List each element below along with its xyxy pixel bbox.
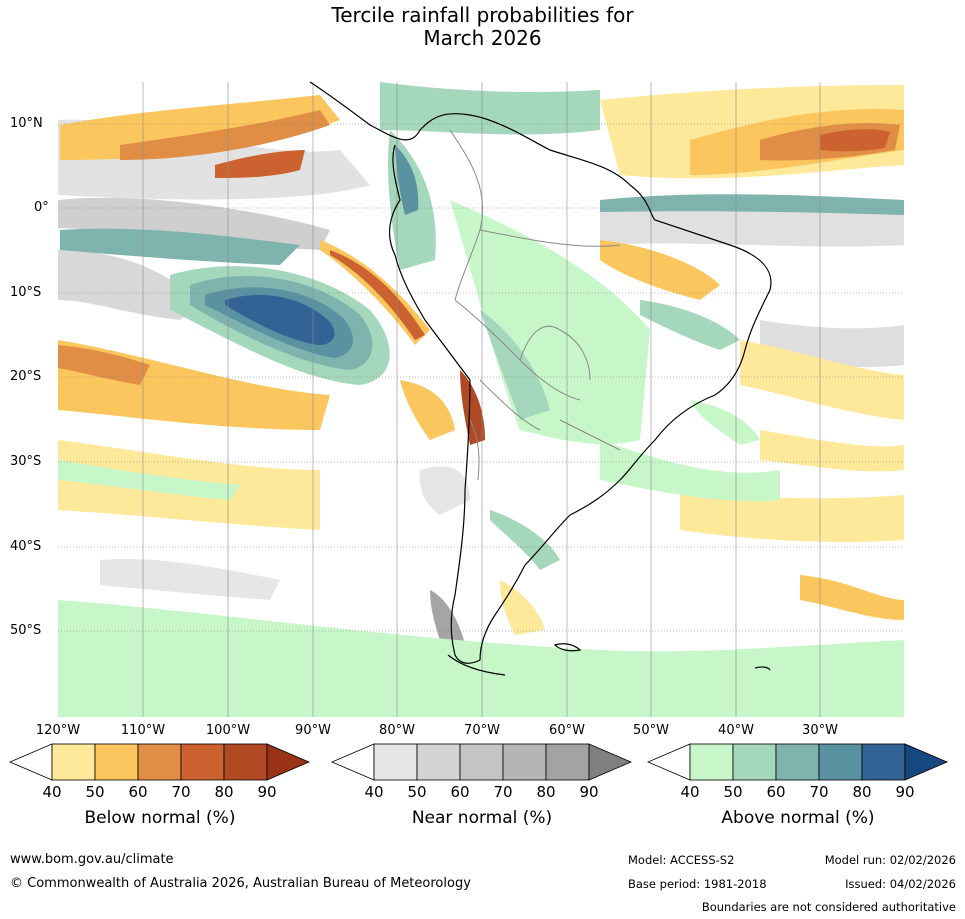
- disclaimer-text: Boundaries are not considered authoritat…: [701, 900, 956, 914]
- website-text: www.bom.gov.au/climate: [10, 852, 174, 867]
- model-text: Model: ACCESS-S2: [628, 853, 735, 867]
- lon-label: 40°W: [718, 723, 754, 738]
- colorbar-swatch: [459, 743, 504, 781]
- tick-label: 80: [214, 783, 234, 801]
- colorbar-swatches: [330, 743, 633, 781]
- colorbar-swatch: [545, 743, 590, 781]
- tick-label: 60: [128, 783, 148, 801]
- lat-label: 10°S: [10, 285, 42, 300]
- map-title: Tercile rainfall probabilities for March…: [0, 4, 965, 50]
- colorbar-title-near: Near normal (%): [411, 808, 553, 828]
- lat-label: 50°S: [10, 623, 42, 638]
- colorbar-near: [330, 743, 633, 781]
- colorbar-swatches: [8, 743, 311, 781]
- lon-label: 120°W: [35, 723, 81, 738]
- colorbar-title-below: Below normal (%): [84, 808, 236, 828]
- tick-label: 60: [766, 783, 786, 801]
- tick-label: 70: [493, 783, 513, 801]
- colorbar-min-triangle: [646, 743, 691, 781]
- tick-label: 40: [680, 783, 700, 801]
- colorbar-min-triangle: [330, 743, 375, 781]
- tick-label: 90: [895, 783, 915, 801]
- colorbar-swatch: [502, 743, 547, 781]
- probability-field: [58, 82, 904, 717]
- lat-label: 0°: [34, 200, 49, 215]
- colorbar-swatch: [51, 743, 96, 781]
- tick-label: 70: [809, 783, 829, 801]
- lon-label: 30°W: [802, 723, 838, 738]
- lon-label: 60°W: [549, 723, 585, 738]
- base-period-text: Base period: 1981-2018: [628, 877, 767, 891]
- lon-label: 90°W: [295, 723, 331, 738]
- colorbar-max-triangle: [904, 743, 949, 781]
- colorbar-swatch: [818, 743, 863, 781]
- lat-label: 10°N: [10, 116, 43, 131]
- tick-label: 90: [257, 783, 277, 801]
- tick-label: 50: [723, 783, 743, 801]
- tick-label: 70: [171, 783, 191, 801]
- tick-label: 50: [407, 783, 427, 801]
- tick-label: 60: [450, 783, 470, 801]
- graticule-meridians: [142, 82, 821, 717]
- colorbar-min-triangle: [8, 743, 53, 781]
- colorbar-swatch: [689, 743, 734, 781]
- tick-label: 90: [579, 783, 599, 801]
- tick-label: 80: [536, 783, 556, 801]
- title-line-2: March 2026: [423, 26, 542, 50]
- tick-label: 50: [85, 783, 105, 801]
- tick-label: 80: [852, 783, 872, 801]
- lon-label: 110°W: [120, 723, 166, 738]
- colorbar-below: [8, 743, 311, 781]
- colorbar-max-triangle: [266, 743, 311, 781]
- lon-label: 70°W: [464, 723, 500, 738]
- colorbar-swatch: [223, 743, 268, 781]
- colorbar-swatch: [137, 743, 182, 781]
- colorbar-above: [646, 743, 949, 781]
- tick-label: 40: [42, 783, 62, 801]
- issued-text: Issued: 04/02/2026: [845, 877, 956, 891]
- colorbar-title-above: Above normal (%): [721, 808, 875, 828]
- lon-label: 100°W: [205, 723, 251, 738]
- tick-label: 40: [364, 783, 384, 801]
- lon-label: 50°W: [633, 723, 669, 738]
- colorbar-swatch: [775, 743, 820, 781]
- lon-label: 80°W: [379, 723, 415, 738]
- colorbar-swatch: [732, 743, 777, 781]
- colorbar-swatch: [373, 743, 418, 781]
- lat-label: 40°S: [10, 539, 42, 554]
- colorbar-swatch: [861, 743, 906, 781]
- lat-label: 30°S: [10, 454, 42, 469]
- lat-label: 20°S: [10, 369, 42, 384]
- graticule: [58, 123, 904, 632]
- copyright-text: © Commonwealth of Australia 2026, Austra…: [10, 876, 471, 891]
- colorbar-swatch: [416, 743, 461, 781]
- model-run-text: Model run: 02/02/2026: [824, 853, 956, 867]
- colorbar-swatches: [646, 743, 949, 781]
- coastline: [309, 81, 772, 676]
- colorbar-swatch: [94, 743, 139, 781]
- country-borders: [449, 129, 621, 481]
- title-line-1: Tercile rainfall probabilities for: [331, 3, 634, 27]
- colorbar-swatch: [180, 743, 225, 781]
- colorbar-max-triangle: [588, 743, 633, 781]
